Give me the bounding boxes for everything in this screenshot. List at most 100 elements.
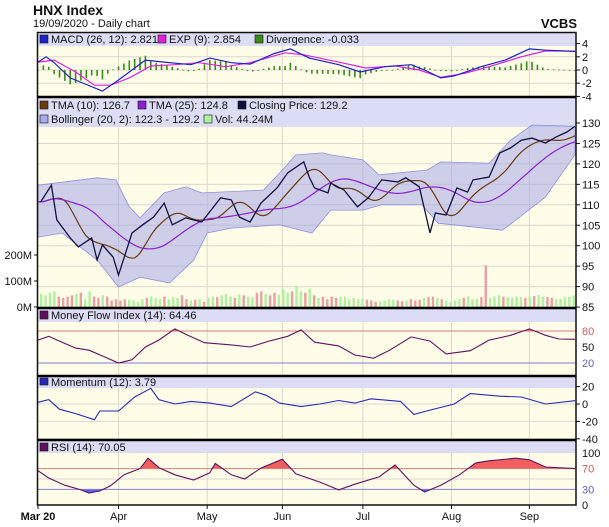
volume-bar — [75, 294, 78, 307]
divergence-bar — [520, 63, 523, 70]
divergence-bar — [257, 70, 259, 71]
macd-tick-label: -2 — [582, 78, 592, 90]
divergence-bar — [155, 62, 157, 70]
bollinger-band — [37, 124, 576, 288]
divergence-bar — [493, 66, 496, 70]
volume-bar — [436, 297, 439, 307]
divergence-bar — [284, 66, 286, 70]
volume-bar — [453, 300, 457, 307]
volume-bar — [40, 294, 43, 307]
volume-bar — [462, 297, 465, 307]
divergence-bar — [311, 70, 313, 74]
divergence-bar — [300, 69, 302, 71]
momentum-legend-label: Momentum (12): 3.79 — [51, 377, 156, 389]
volume-bar — [44, 295, 47, 307]
divergence-bar — [558, 69, 560, 71]
volume-bar — [559, 298, 562, 307]
tma25-legend-label: TMA (25): 124.8 — [149, 100, 228, 112]
volume-bar — [466, 296, 470, 307]
divergence-bar — [321, 70, 324, 74]
close-legend-label: Closing Price: 129.2 — [249, 100, 347, 112]
volume-bar — [119, 300, 122, 307]
divergence-bar — [230, 65, 233, 70]
momentum-legend-band — [38, 376, 576, 388]
divergence-bar — [198, 68, 200, 70]
divergence-bar — [192, 70, 195, 71]
momentum-tick-label: -20 — [582, 416, 598, 428]
volume-bar — [79, 292, 83, 307]
volume-bar — [163, 296, 166, 307]
divergence-bar — [332, 70, 335, 75]
divergence-bar — [531, 61, 533, 70]
macd-tick-label: -4 — [582, 91, 592, 103]
volume-bar — [497, 295, 501, 307]
divergence-bar — [509, 66, 512, 70]
volume-bar — [312, 295, 316, 307]
volume-bar — [308, 288, 311, 307]
rsi-line — [37, 457, 576, 494]
closing-price-line — [40, 125, 576, 278]
divergence-bar — [166, 65, 168, 70]
price-tick-label: 110 — [582, 200, 600, 212]
macd-tick-label: 0 — [582, 65, 588, 77]
volume-bar — [48, 292, 52, 307]
mfi-legend: Money Flow Index (14): 64.46 — [39, 310, 197, 322]
volume-bar — [458, 299, 461, 307]
rsi-legend: RSI (14): 70.05 — [39, 442, 126, 454]
tma10-swatch-icon — [39, 100, 49, 110]
volume-bar — [343, 296, 347, 307]
divergence-bar — [58, 70, 61, 78]
volume-bar — [330, 296, 333, 307]
volume-bar — [238, 294, 241, 307]
divergence-bar — [160, 64, 163, 70]
volume-bar — [180, 295, 184, 307]
volume-bar — [268, 295, 272, 307]
divergence-bar — [305, 70, 308, 73]
divergence-bar — [294, 66, 297, 70]
price-tick-label: 95 — [582, 261, 594, 273]
divergence-bar — [461, 69, 464, 70]
volume-bar — [414, 300, 417, 307]
volume-bar — [233, 297, 237, 307]
volume-bar — [524, 297, 527, 307]
volume-bar — [427, 297, 430, 307]
divergence-bar — [123, 63, 125, 70]
tma10-line — [38, 135, 576, 259]
divergence-bar — [466, 68, 469, 70]
divergence-bar — [354, 70, 356, 78]
volume-bar — [57, 296, 61, 307]
divergence-bar — [456, 70, 458, 71]
volume-bar — [418, 299, 421, 307]
volume-bar — [154, 297, 157, 307]
volume-bar — [493, 296, 496, 307]
volume-bar — [216, 297, 219, 307]
volume-bar — [84, 299, 87, 307]
chart-title: HNX Index — [33, 2, 103, 18]
volume-bar — [224, 294, 228, 307]
volume-bar — [383, 300, 386, 307]
divergence-bar — [47, 66, 50, 70]
price-tick-label: 120 — [582, 159, 600, 171]
volume-bar — [211, 296, 215, 307]
mfi-tick-label: 50 — [582, 342, 594, 354]
volume-bar — [92, 296, 96, 307]
volume-bar — [519, 297, 523, 307]
volume-swatch-icon — [203, 114, 213, 124]
divergence-legend-label: Divergence: -0.033 — [266, 34, 359, 46]
divergence-bar — [316, 70, 319, 74]
divergence-bar — [128, 60, 131, 70]
divergence-bar — [246, 70, 249, 72]
volume-bar — [370, 300, 373, 307]
volume-bar — [198, 299, 201, 307]
volume-bar — [70, 295, 74, 307]
macd-tick-label: 2 — [582, 52, 588, 64]
volume-bar — [563, 297, 567, 307]
volume-bar — [488, 297, 492, 307]
chart-frame — [36, 31, 577, 506]
rsi-tick-label: 0 — [582, 500, 588, 512]
divergence-bar — [74, 70, 77, 84]
divergence-bar — [133, 58, 136, 70]
volume-bar — [172, 297, 175, 307]
volume-bar — [444, 300, 448, 307]
volume-bar — [502, 296, 505, 307]
